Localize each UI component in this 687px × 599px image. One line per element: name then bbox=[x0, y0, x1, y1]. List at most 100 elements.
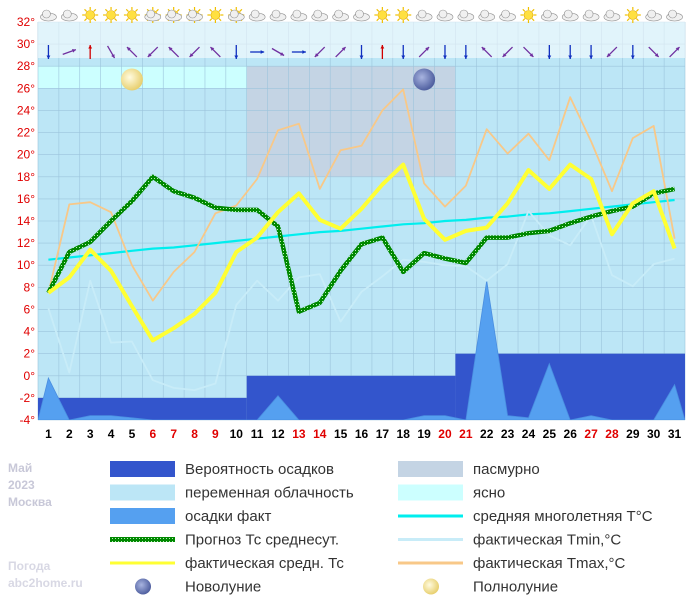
sun-disc bbox=[210, 10, 221, 20]
x-tick-label: 30 bbox=[647, 427, 661, 441]
x-tick-label: 2 bbox=[66, 427, 73, 441]
watermark-line-1: Погода bbox=[8, 559, 51, 573]
wind-arrow-icon bbox=[481, 46, 493, 58]
y-tick-label: -2° bbox=[20, 391, 36, 405]
wind-arrow-head bbox=[71, 49, 76, 53]
cloud-puff bbox=[271, 9, 281, 19]
cloud-puff bbox=[292, 9, 302, 19]
cloud-puff bbox=[417, 9, 427, 19]
cloud-puff bbox=[480, 9, 490, 19]
cloud-puff bbox=[334, 9, 343, 19]
legend-swatch bbox=[110, 461, 175, 477]
cloud-icon bbox=[666, 9, 683, 22]
y-tick-label: 24° bbox=[17, 103, 35, 117]
legend-label: фактическая Tmax,°C bbox=[473, 555, 626, 572]
precip-fact-area bbox=[38, 280, 685, 420]
wind-arrow-head bbox=[481, 47, 486, 51]
cloud-puff bbox=[313, 9, 323, 19]
y-tick-label: 4° bbox=[24, 325, 36, 339]
precipitation-fact bbox=[38, 280, 685, 420]
sun-ray bbox=[635, 18, 639, 22]
cloud-icon bbox=[541, 9, 558, 22]
x-tick-label: 5 bbox=[129, 427, 136, 441]
wind-arrow-head bbox=[168, 47, 173, 51]
legend-label: Прогноз Тс среднесут. bbox=[185, 532, 339, 549]
series-line-2 bbox=[47, 88, 676, 302]
sun-ray bbox=[531, 18, 535, 22]
cloud-icon bbox=[499, 9, 516, 22]
y-tick-label: 26° bbox=[17, 81, 35, 95]
legend: Вероятность осадков пасмурно переменная об… bbox=[110, 461, 653, 596]
cloud-puff bbox=[584, 9, 594, 19]
sun-ray bbox=[397, 8, 401, 12]
sun-disc bbox=[523, 10, 534, 20]
sun-ray bbox=[104, 18, 108, 22]
x-tick-label: 21 bbox=[459, 427, 473, 441]
wind-arrow-icon bbox=[606, 46, 618, 58]
wind-arrow-icon bbox=[88, 45, 93, 59]
x-tick-label: 3 bbox=[87, 427, 94, 441]
wind-arrow-head bbox=[126, 47, 131, 51]
moon-phases bbox=[120, 68, 436, 91]
legend-full-moon-icon bbox=[423, 578, 439, 595]
cloud-icon bbox=[311, 9, 329, 22]
sun-ray bbox=[125, 8, 129, 12]
cloud-icon bbox=[165, 9, 182, 22]
x-tick-label: 13 bbox=[292, 427, 306, 441]
wind-arrow-icon bbox=[314, 46, 326, 58]
x-tick-label: 14 bbox=[313, 427, 327, 441]
y-tick-label: 0° bbox=[24, 369, 36, 383]
wind-arrow-icon bbox=[568, 45, 573, 59]
cloud-puff bbox=[146, 9, 156, 19]
sun-ray bbox=[93, 18, 97, 22]
cloud-puff bbox=[438, 9, 448, 19]
x-tick-label: 6 bbox=[149, 427, 156, 441]
wind-arrow-head bbox=[88, 45, 93, 49]
y-tick-label: -4° bbox=[20, 413, 36, 427]
legend-swatch bbox=[398, 484, 463, 501]
cloud-icon bbox=[40, 9, 57, 22]
y-tick-label: 14° bbox=[17, 214, 35, 228]
cloud-icon bbox=[478, 9, 496, 22]
cloud-icon bbox=[144, 9, 162, 22]
wind-arrow-icon bbox=[147, 46, 159, 58]
wind-arrow-icon bbox=[106, 45, 116, 59]
legend-label: осадки факт bbox=[185, 508, 271, 525]
sun-ray bbox=[155, 8, 159, 12]
sun-ray bbox=[104, 8, 108, 12]
cloud-puff bbox=[501, 9, 510, 19]
sun-disc bbox=[628, 10, 638, 20]
sun-ray bbox=[522, 18, 526, 22]
wind-arrow-icon bbox=[669, 46, 680, 58]
wind-arrow-head bbox=[529, 53, 534, 57]
sun-disc bbox=[127, 10, 137, 20]
cloud-icon bbox=[582, 9, 600, 22]
sun-disc bbox=[106, 10, 116, 20]
cloud-icon bbox=[290, 9, 308, 22]
legend-swatch bbox=[110, 484, 175, 501]
x-tick-label: 10 bbox=[230, 427, 244, 441]
x-tick-label: 17 bbox=[376, 427, 390, 441]
sun-ray bbox=[135, 8, 139, 12]
side-city: Москва bbox=[8, 495, 52, 509]
legend-swatch bbox=[110, 508, 175, 524]
wind-arrow-icon bbox=[463, 45, 468, 59]
wind-arrow-icon bbox=[250, 50, 265, 54]
legend-label: Полнолуние bbox=[473, 579, 558, 596]
x-tick-label: 15 bbox=[334, 427, 348, 441]
sun-ray bbox=[385, 18, 389, 22]
x-tick-label: 22 bbox=[480, 427, 494, 441]
sun-icon bbox=[395, 7, 412, 23]
wind-arrow-head bbox=[260, 50, 265, 54]
sun-ray bbox=[406, 18, 410, 22]
legend-label: средняя многолетняя T°C bbox=[473, 508, 653, 525]
sun-ray bbox=[135, 18, 139, 22]
cloud-icon bbox=[269, 9, 287, 22]
x-tick-label: 27 bbox=[584, 427, 598, 441]
side-year: 2023 bbox=[8, 478, 35, 492]
x-tick-label: 18 bbox=[397, 427, 411, 441]
precip-probability-segment bbox=[38, 397, 247, 420]
sun-ray bbox=[626, 8, 630, 12]
wind-arrow-head bbox=[314, 53, 319, 57]
